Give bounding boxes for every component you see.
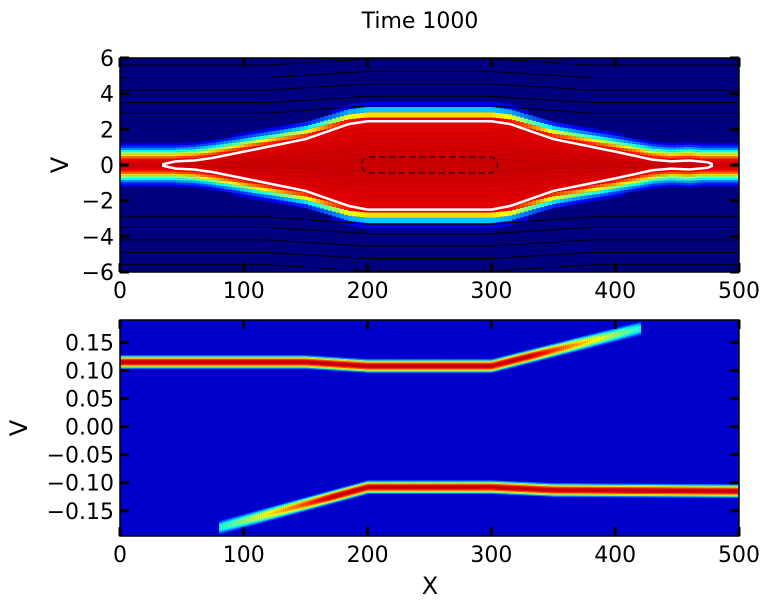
top-heatmap — [120, 58, 739, 272]
top-y-tick-label-5: 4 — [100, 83, 114, 108]
streamline-1 — [120, 70, 739, 79]
top-x-tick-label-0: 0 — [113, 279, 127, 304]
streamline-0 — [120, 58, 739, 66]
top-x-tick-label-3: 300 — [470, 279, 512, 304]
top-panel: 0 100 200 300 400 500 −6 −4 −2 0 2 4 6 V — [46, 47, 760, 304]
bottom-x-tick-label-1: 100 — [223, 543, 265, 568]
bottom-x-ticks: 0 100 200 300 400 500 — [113, 320, 760, 568]
streamline-5 — [120, 216, 739, 225]
streamline-6 — [120, 226, 739, 235]
bottom-y-tick-label-5: 0.10 — [65, 359, 114, 384]
top-x-tick-label-2: 200 — [347, 279, 389, 304]
streamline-4 — [120, 105, 739, 114]
bottom-panel: 0 100 200 300 400 500 −0.15 −0.10 −0.05 0.00 0.05… — [5, 319, 760, 600]
figure-title: Time 1000 — [361, 9, 479, 34]
top-y-tick-label-0: −6 — [82, 261, 114, 286]
bottom-y-tick-label-4: 0.05 — [65, 388, 114, 413]
top-x-tick-label-1: 100 — [223, 279, 265, 304]
bottom-y-tick-label-1: −0.10 — [47, 472, 114, 497]
top-y-tick-label-3: 0 — [100, 154, 114, 179]
bottom-x-axis-label: X — [422, 572, 438, 600]
top-x-ticks: 0 100 200 300 400 500 — [113, 58, 760, 304]
streamline-2 — [120, 83, 739, 91]
streamline-3 — [120, 95, 739, 104]
bottom-x-tick-label-5: 500 — [718, 543, 760, 568]
trapping-region-dashed — [360, 156, 499, 174]
bottom-x-tick-label-0: 0 — [113, 543, 127, 568]
streamline-8 — [120, 251, 739, 260]
top-y-tick-label-4: 2 — [100, 118, 114, 143]
bottom-y-ticks: −0.15 −0.10 −0.05 0.00 0.05 0.10 0.15 — [47, 331, 739, 525]
bottom-background — [120, 320, 739, 536]
streamline-7 — [120, 239, 739, 247]
bottom-x-tick-label-4: 400 — [594, 543, 636, 568]
bottom-x-tick-label-3: 300 — [470, 543, 512, 568]
top-y-tick-label-1: −4 — [82, 225, 114, 250]
streamline-9 — [120, 264, 739, 272]
bottom-heatmap — [120, 320, 739, 536]
top-y-axis-label: V — [46, 156, 74, 173]
bottom-y-tick-label-0: −0.15 — [47, 500, 114, 525]
top-y-tick-label-6: 6 — [100, 47, 114, 72]
top-x-tick-label-4: 400 — [594, 279, 636, 304]
top-x-tick-label-5: 500 — [718, 279, 760, 304]
top-y-ticks: −6 −4 −2 0 2 4 6 — [82, 47, 739, 286]
bottom-y-tick-label-6: 0.15 — [65, 331, 114, 356]
separatrix-curve — [162, 120, 714, 211]
top-y-tick-label-2: −2 — [82, 190, 114, 215]
bottom-y-tick-label-2: −0.05 — [47, 444, 114, 469]
bottom-x-tick-label-2: 200 — [347, 543, 389, 568]
bottom-y-tick-label-3: 0.00 — [65, 416, 114, 441]
top-overlays — [120, 58, 739, 272]
bottom-y-axis-label: V — [5, 419, 33, 436]
